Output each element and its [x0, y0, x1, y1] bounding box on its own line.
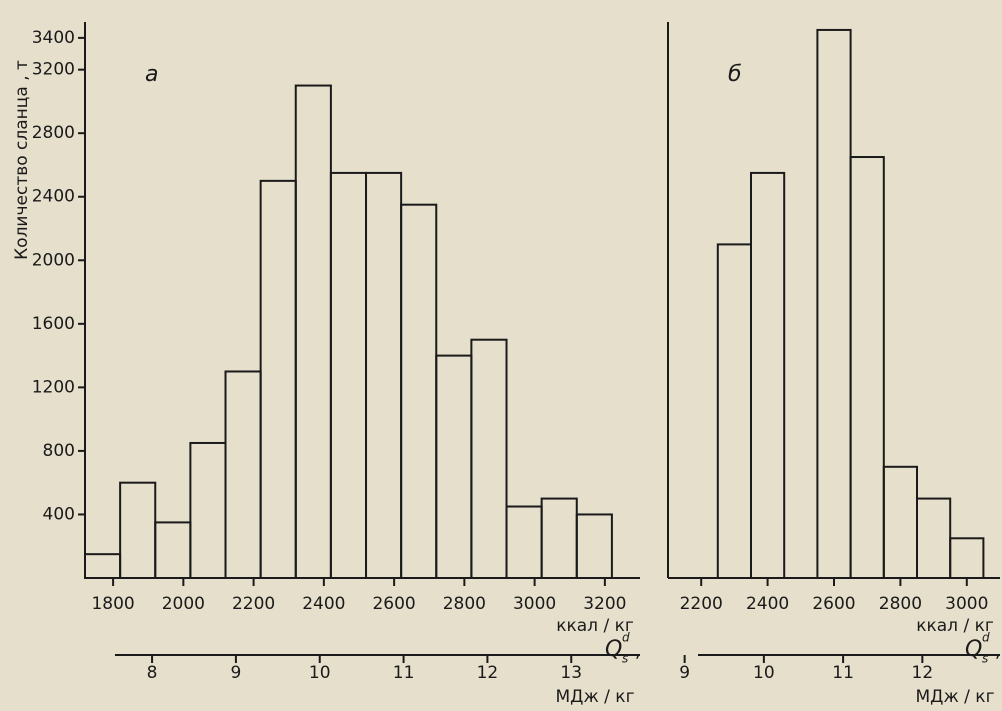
bar — [435, 354, 473, 579]
bar — [189, 441, 227, 579]
x2-tick-label: 9 — [230, 663, 241, 683]
quantity-sup: d — [622, 631, 630, 645]
quantity-sep: , — [995, 642, 1000, 662]
y-tick-label: 3400 — [32, 28, 75, 48]
bar — [750, 171, 786, 580]
x2-axis-label: МДж / кг — [556, 687, 635, 707]
y-tick-label: 3200 — [32, 60, 75, 80]
x-tick-label: 2000 — [162, 594, 205, 614]
y-tick-label: 400 — [43, 504, 75, 524]
panel-label: а — [145, 62, 158, 87]
bar — [882, 465, 918, 579]
bar — [716, 243, 752, 579]
x-axis-label: ккал / кг — [556, 616, 634, 636]
x-tick-label: 2400 — [302, 594, 345, 614]
y-tick-label: 2400 — [32, 187, 75, 207]
bar — [259, 179, 297, 579]
bar — [916, 497, 952, 580]
x-tick-label: 2600 — [372, 594, 415, 614]
bar — [816, 28, 852, 579]
bar — [540, 497, 578, 580]
bar — [294, 84, 332, 580]
x-tick-label: 2800 — [443, 594, 486, 614]
bar — [365, 171, 403, 580]
x-axis-label: ккал / кг — [916, 616, 994, 636]
x2-tick-label: 12 — [912, 663, 934, 683]
x2-tick-label: 8 — [147, 663, 158, 683]
bar — [849, 156, 885, 579]
x-tick-label: 2400 — [746, 594, 789, 614]
quantity-sub: s — [982, 652, 988, 666]
quantity-symbol: Q — [605, 637, 622, 662]
y-axis-label: Количество сланца , т — [12, 60, 32, 260]
quantity-sub: s — [622, 652, 628, 666]
x-tick-label: 2200 — [232, 594, 275, 614]
bar — [154, 521, 192, 580]
y-tick-label: 2800 — [32, 123, 75, 143]
y-tick-label: 800 — [43, 441, 75, 461]
bar — [84, 553, 122, 580]
y-tick-label: 1600 — [32, 314, 75, 334]
x2-tick-label: 13 — [560, 663, 582, 683]
x2-tick-label: 10 — [309, 663, 331, 683]
bar — [949, 537, 985, 579]
x-tick-label: 2200 — [680, 594, 723, 614]
x2-tick-label: 11 — [393, 663, 415, 683]
x-tick-label: 2600 — [812, 594, 855, 614]
bar — [329, 171, 368, 580]
x2-axis-label: МДж / кг — [916, 687, 995, 707]
x2-tick-label: 9 — [679, 663, 690, 683]
bar — [470, 338, 508, 580]
bar — [575, 513, 613, 580]
bar — [400, 203, 438, 580]
x2-tick-label: 10 — [753, 663, 775, 683]
x-tick-label: 3000 — [513, 594, 556, 614]
x-tick-label: 1800 — [91, 594, 134, 614]
bar — [224, 370, 262, 579]
quantity-symbol: Q — [965, 637, 982, 662]
x2-tick-label: 11 — [832, 663, 854, 683]
panel-label: б — [728, 62, 742, 87]
x2-tick-label: 12 — [477, 663, 499, 683]
y-tick-label: 1200 — [32, 377, 75, 397]
bar — [505, 505, 543, 579]
x-tick-label: 2800 — [879, 594, 922, 614]
bar — [119, 481, 157, 579]
quantity-sep: , — [635, 642, 640, 662]
x-tick-label: 3200 — [583, 594, 626, 614]
y-tick-label: 2000 — [32, 250, 75, 270]
x-tick-label: 3000 — [945, 594, 988, 614]
quantity-sup: d — [982, 631, 990, 645]
